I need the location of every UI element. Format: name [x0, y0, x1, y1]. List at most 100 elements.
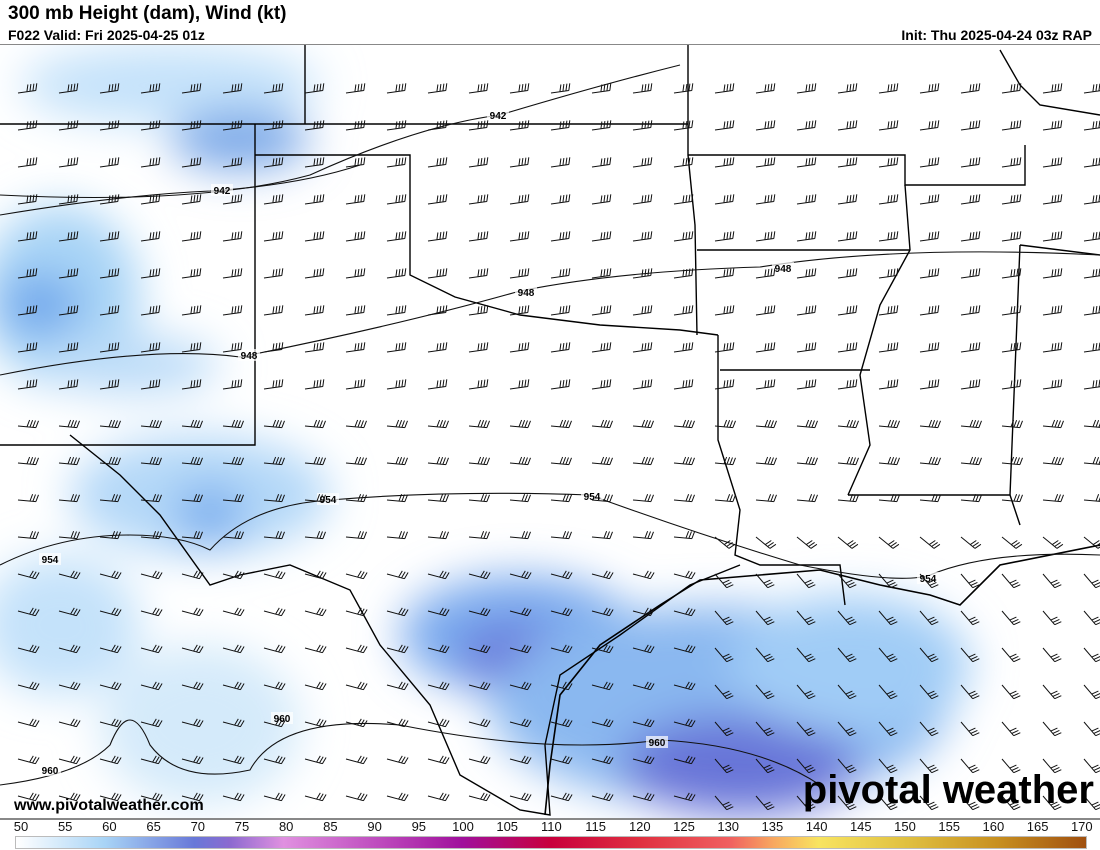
wind-barb: [755, 83, 776, 94]
wind-barb: [878, 305, 899, 316]
wind-barb: [509, 268, 530, 279]
wind-barb: [550, 379, 571, 390]
wind-barb: [58, 194, 79, 205]
wind-barb: [714, 536, 736, 549]
wind-barb: [1042, 305, 1063, 316]
wind-barb: [919, 342, 940, 353]
wind-barb: [427, 157, 448, 168]
wind-barb: [714, 721, 734, 737]
wind-barb: [263, 644, 286, 654]
wind-barb: [304, 268, 325, 279]
website-label[interactable]: www.pivotalweather.com: [14, 797, 204, 814]
wind-barb: [878, 83, 899, 94]
wind-barb: [632, 607, 655, 617]
wind-barb: [222, 194, 243, 205]
wind-barb: [878, 795, 898, 811]
wind-barb: [591, 157, 612, 168]
wind-barb: [222, 83, 243, 94]
wind-barb: [673, 644, 696, 654]
wind-barb: [222, 231, 243, 242]
wind-barb: [99, 231, 120, 242]
wind-barb: [58, 607, 81, 617]
wind-barb: [919, 647, 939, 663]
wind-barb: [304, 755, 327, 765]
wind-barb: [345, 231, 366, 242]
wind-barb: [755, 342, 776, 353]
wind-barb: [468, 718, 491, 728]
wind-barb: [263, 342, 284, 353]
wind-barb: [140, 83, 161, 94]
wind-barb: [960, 536, 982, 549]
wind-barb: [837, 419, 859, 429]
wind-barb: [755, 494, 777, 503]
wind-barb: [427, 194, 448, 205]
wind-barb: [345, 379, 366, 390]
wind-barb: [58, 644, 81, 654]
wind-barb: [386, 755, 409, 765]
wind-barb: [796, 721, 816, 737]
wind-barb: [632, 531, 654, 540]
wind-barb: [632, 570, 655, 580]
wind-barb: [1001, 573, 1021, 589]
wind-barb: [222, 456, 244, 466]
wind-barb: [386, 456, 408, 466]
wind-barb: [58, 305, 79, 316]
wind-barb: [304, 456, 326, 466]
wind-barb: [837, 684, 857, 700]
colorbar-tick: 120: [628, 819, 651, 834]
wind-barb: [509, 194, 530, 205]
wind-barb: [17, 83, 38, 94]
wind-barb: [99, 607, 122, 617]
wind-barb: [58, 755, 81, 765]
wind-barb: [99, 755, 122, 765]
wind-barb: [386, 494, 408, 503]
wind-barb: [345, 607, 368, 617]
wind-barb: [837, 494, 859, 503]
wind-barb: [345, 194, 366, 205]
wind-barb: [427, 718, 450, 728]
wind-barb: [1083, 721, 1100, 737]
wind-barb: [714, 120, 735, 131]
wind-barb: [714, 194, 735, 205]
wind-barb: [550, 419, 572, 429]
wind-barb: [427, 531, 449, 540]
wind-barb: [673, 494, 695, 503]
wind-barb: [1083, 342, 1100, 353]
wind-barb: [1083, 573, 1100, 589]
weather-map[interactable]: 942 942 948 948 948 954 954 954 954 960 960 960: [0, 44, 1100, 820]
wind-barb: [386, 419, 408, 429]
wind-barb: [468, 379, 489, 390]
valid-time: F022 Valid: Fri 2025-04-25 01z: [8, 27, 205, 43]
wind-barb: [550, 531, 572, 540]
wind-barb: [591, 342, 612, 353]
wind-barb: [140, 342, 161, 353]
wind-barb: [304, 531, 326, 540]
wind-barb: [632, 644, 655, 654]
wind-barb: [1001, 157, 1022, 168]
wind-barb: [796, 305, 817, 316]
wind-barb: [714, 83, 735, 94]
wind-barb: [632, 792, 655, 802]
wind-barb: [878, 268, 899, 279]
wind-barb: [386, 607, 409, 617]
wind-barb: [58, 570, 81, 580]
wind-barb: [140, 379, 161, 390]
wind-barb: [714, 305, 735, 316]
wind-barb: [919, 83, 940, 94]
wind-barb: [140, 681, 163, 691]
wind-barb: [673, 570, 696, 580]
wind-barb: [796, 610, 816, 626]
wind-barb: [427, 570, 450, 580]
wind-barb: [304, 681, 327, 691]
wind-barb: [509, 342, 530, 353]
wind-barb: [468, 755, 491, 765]
wind-barb: [386, 379, 407, 390]
wind-barb: [632, 379, 653, 390]
wind-barb: [222, 792, 245, 802]
wind-barb: [468, 342, 489, 353]
wind-barb: [1001, 647, 1021, 663]
wind-barb: [755, 721, 775, 737]
wind-barb: [1042, 83, 1063, 94]
wind-barb: [17, 681, 40, 691]
wind-barb: [181, 570, 204, 580]
